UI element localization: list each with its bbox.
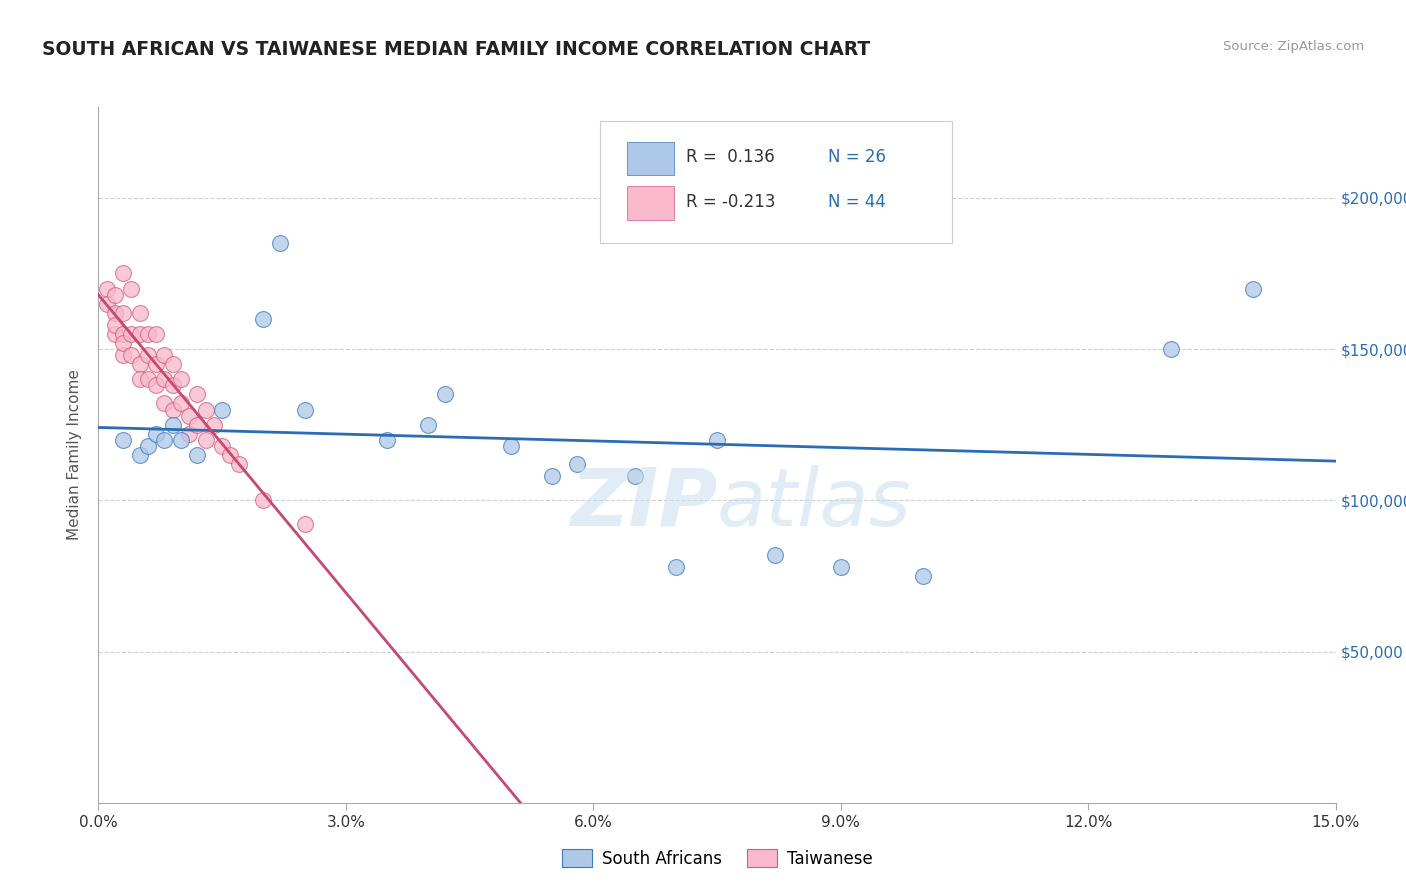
Point — [179, 409, 201, 423]
FancyBboxPatch shape — [599, 121, 952, 243]
Point — [665, 559, 688, 574]
Point — [170, 372, 193, 386]
Text: ZIP: ZIP — [569, 465, 717, 542]
Text: R =  0.136: R = 0.136 — [686, 148, 775, 166]
Point — [294, 517, 316, 532]
Point — [375, 433, 398, 447]
Point — [162, 417, 184, 432]
Point — [145, 357, 167, 371]
Point — [112, 348, 135, 362]
Text: R = -0.213: R = -0.213 — [686, 194, 776, 211]
Point — [170, 396, 193, 410]
Point — [104, 306, 127, 320]
Text: N = 44: N = 44 — [828, 194, 886, 211]
Text: Source: ZipAtlas.com: Source: ZipAtlas.com — [1223, 40, 1364, 54]
Point — [120, 281, 142, 295]
Point — [120, 348, 142, 362]
Point — [96, 296, 118, 310]
Point — [706, 433, 728, 447]
Point — [1241, 281, 1264, 295]
FancyBboxPatch shape — [627, 142, 673, 175]
Point — [112, 326, 135, 341]
Point — [136, 372, 159, 386]
Point — [252, 311, 274, 326]
Point — [912, 569, 935, 583]
Text: N = 26: N = 26 — [828, 148, 886, 166]
Point — [228, 457, 250, 471]
Y-axis label: Median Family Income: Median Family Income — [67, 369, 83, 541]
Point — [136, 439, 159, 453]
Point — [186, 417, 208, 432]
Point — [211, 402, 233, 417]
Point — [418, 417, 440, 432]
Point — [153, 396, 176, 410]
Legend: South Africans, Taiwanese: South Africans, Taiwanese — [555, 842, 879, 874]
Point — [1160, 342, 1182, 356]
Text: atlas: atlas — [717, 465, 912, 542]
Point — [194, 402, 217, 417]
Point — [194, 433, 217, 447]
Point — [145, 378, 167, 392]
Point — [153, 433, 176, 447]
Point — [162, 357, 184, 371]
Point — [499, 439, 522, 453]
Point — [219, 448, 242, 462]
Point — [104, 326, 127, 341]
Point — [162, 378, 184, 392]
Point — [763, 548, 786, 562]
Point — [565, 457, 588, 471]
Point — [541, 469, 564, 483]
Point — [433, 387, 456, 401]
Point — [211, 439, 233, 453]
Point — [162, 402, 184, 417]
Point — [128, 306, 150, 320]
Point — [120, 326, 142, 341]
Point — [136, 348, 159, 362]
Point — [186, 387, 208, 401]
Text: SOUTH AFRICAN VS TAIWANESE MEDIAN FAMILY INCOME CORRELATION CHART: SOUTH AFRICAN VS TAIWANESE MEDIAN FAMILY… — [42, 40, 870, 59]
Point — [128, 372, 150, 386]
Point — [252, 493, 274, 508]
Point — [170, 433, 193, 447]
Point — [202, 417, 225, 432]
Point — [128, 357, 150, 371]
Point — [145, 426, 167, 441]
Point — [623, 469, 645, 483]
Point — [112, 336, 135, 351]
Point — [294, 402, 316, 417]
Point — [269, 236, 291, 251]
Point — [830, 559, 852, 574]
Point — [145, 326, 167, 341]
Point — [153, 372, 176, 386]
Point — [186, 448, 208, 462]
Point — [153, 348, 176, 362]
Point — [112, 433, 135, 447]
Point — [104, 318, 127, 332]
FancyBboxPatch shape — [627, 186, 673, 219]
Point — [136, 326, 159, 341]
Point — [112, 267, 135, 281]
Point — [104, 287, 127, 301]
Point — [128, 326, 150, 341]
Point — [112, 306, 135, 320]
Point — [179, 426, 201, 441]
Point — [96, 281, 118, 295]
Point — [128, 448, 150, 462]
